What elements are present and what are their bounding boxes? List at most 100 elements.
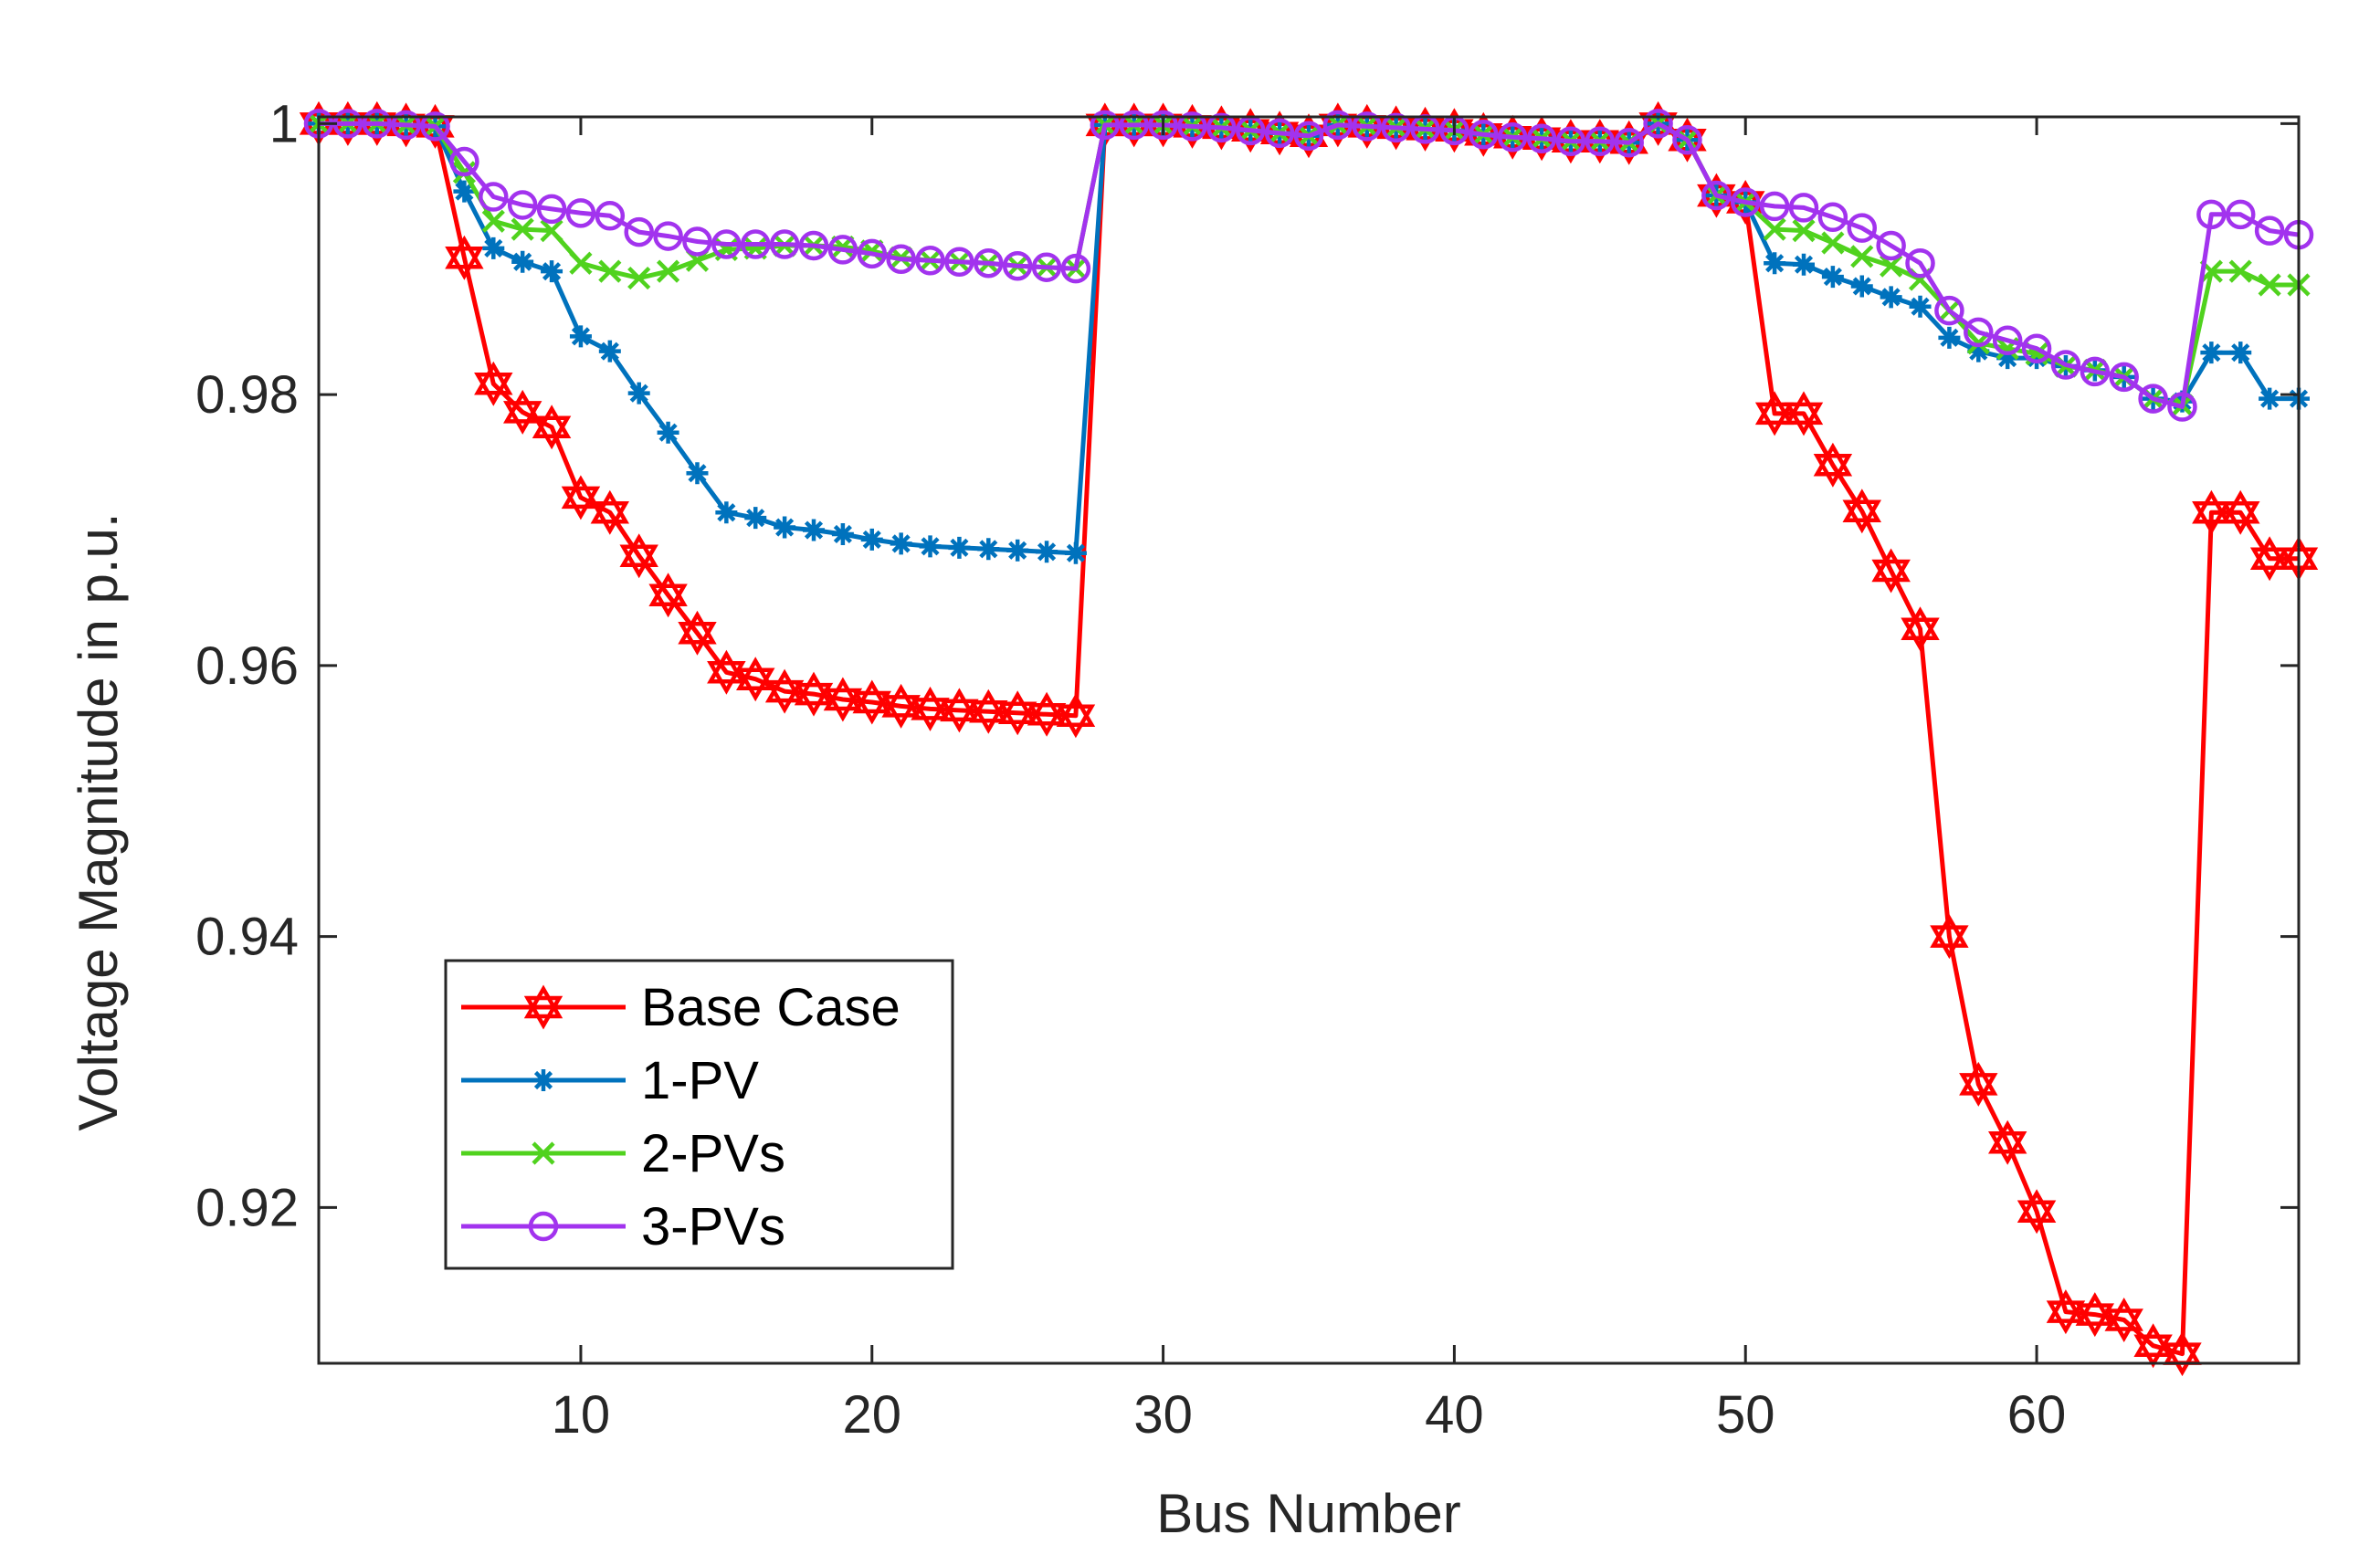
point-3-pvs-48 (1672, 124, 1702, 155)
point-1-pv-15 (715, 501, 738, 524)
legend-item-2-pvs: 2-PVs (461, 1124, 785, 1183)
point-3-pvs-63 (2109, 362, 2139, 393)
y-tick-label-0.96: 0.96 (195, 636, 299, 696)
point-base-case-15-part (707, 649, 746, 684)
series-2-pvs (307, 111, 2311, 417)
point-1-pv-56 (1909, 295, 1932, 318)
point-base-case-18-part (794, 682, 834, 717)
point-base-case-59-part (1988, 1119, 2027, 1154)
point-base-case-21 (881, 683, 921, 729)
point-base-case-17-part (764, 679, 805, 714)
point-base-case-64 (2133, 1323, 2173, 1369)
point-3-pvs-52 (1788, 193, 1819, 223)
point-base-case-60-part (2017, 1200, 2057, 1235)
point-base-case-7-part (474, 361, 513, 395)
point-base-case-55-part (1871, 548, 1911, 583)
point-base-case-53-part (1813, 454, 1853, 488)
point-1-pv-16 (744, 507, 767, 530)
point-base-case-64-part (2133, 1334, 2173, 1369)
point-3-pvs-56 (1905, 247, 1935, 279)
point-base-case-62 (2075, 1292, 2114, 1338)
point-base-case-17 (764, 668, 805, 714)
y-tick-label-0.92: 0.92 (195, 1178, 299, 1237)
point-1-pv-10 (569, 325, 592, 348)
point-base-case-22 (911, 686, 950, 731)
point-3-pvs-51 (1759, 191, 1790, 222)
point-base-case-65-part (2163, 1342, 2202, 1377)
legend-label-2-pvs: 2-PVs (641, 1124, 785, 1183)
point-base-case-52-part (1784, 402, 1824, 436)
point-3-pvs-29 (1119, 110, 1149, 141)
point-base-case-26-part (1027, 703, 1067, 737)
point-base-case-62-part (2075, 1303, 2114, 1338)
point-base-case-15-part (707, 661, 746, 695)
point-3-pvs-60 (2021, 333, 2052, 363)
point-1-pv-6 (453, 180, 476, 203)
point-base-case-20 (852, 679, 891, 725)
point-base-case-52 (1784, 391, 1824, 436)
legend-marker-3-pvs (528, 1211, 559, 1242)
point-base-case-13 (648, 573, 688, 618)
point-1-pv-24 (977, 538, 1000, 561)
point-3-pvs-27 (1060, 253, 1091, 284)
point-base-case-66 (2192, 489, 2231, 535)
point-3-pvs-16 (740, 229, 771, 259)
point-1-pv-51 (1764, 252, 1786, 275)
point-base-case-9-part (532, 415, 572, 450)
x-tick-label-30: 30 (1133, 1385, 1193, 1445)
point-3-pvs-61 (2050, 350, 2081, 380)
point-3-pvs-44 (1555, 126, 1586, 156)
point-base-case-21-part (881, 695, 921, 729)
point-1-pv-67 (2229, 342, 2252, 364)
point-2-pvs-68 (2258, 273, 2281, 297)
legend-marker-base-case (523, 984, 563, 1030)
point-base-case-51-part (1754, 402, 1795, 436)
point-2-pvs-67 (2228, 259, 2252, 283)
point-base-case-66-part (2192, 500, 2231, 535)
point-3-pvs-67 (2225, 199, 2256, 230)
legend-marker-base-case-part (523, 995, 563, 1030)
point-base-case-7 (474, 361, 513, 406)
point-base-case-57 (1930, 914, 1969, 960)
point-base-case-14-part (678, 622, 717, 656)
point-3-pvs-7 (479, 182, 509, 212)
point-1-pv-23 (948, 536, 971, 559)
point-3-pvs-38 (1381, 112, 1411, 143)
point-1-pv-27 (1064, 541, 1087, 564)
legend-label-1-pv: 1-PV (641, 1051, 759, 1110)
point-base-case-16 (736, 657, 775, 702)
point-3-pvs-36 (1322, 110, 1353, 141)
point-3-pvs-50 (1730, 187, 1761, 217)
legend: Base Case 1-PV 2-PVs 3-PVs (444, 959, 954, 1270)
x-tick-label-20: 20 (843, 1385, 902, 1445)
point-1-pv-22 (919, 535, 942, 558)
point-3-pvs-64 (2138, 384, 2168, 414)
point-1-pv-21 (890, 532, 912, 555)
point-2-pvs-7 (481, 209, 505, 233)
point-3-pvs-5 (420, 111, 450, 142)
point-3-pvs-9 (536, 194, 567, 225)
point-base-case-16-part (736, 657, 775, 690)
point-base-case-68-part (2249, 547, 2290, 582)
y-tick-label-0.98: 0.98 (195, 365, 299, 425)
point-3-pvs-22 (915, 246, 945, 276)
point-1-pv-59 (1996, 347, 2019, 370)
point-3-pvs-45 (1585, 126, 1616, 156)
point-base-case-63-part (2104, 1309, 2143, 1343)
point-base-case-15 (707, 649, 746, 695)
axes-box (317, 115, 2301, 1365)
point-base-case-6-part (445, 235, 484, 269)
point-base-case-10-part (561, 475, 601, 510)
legend-label-base-case: Base Case (641, 978, 900, 1037)
point-3-pvs-66 (2196, 199, 2227, 230)
point-3-pvs-68 (2254, 215, 2285, 246)
point-base-case-53 (1813, 442, 1853, 488)
y-tick-label-0.94: 0.94 (195, 908, 299, 967)
point-1-pv-12 (627, 382, 650, 405)
point-base-case-8-part (503, 401, 542, 435)
point-base-case-52-part (1784, 391, 1824, 426)
plot-area (299, 100, 2319, 1377)
point-3-pvs-62 (2080, 356, 2111, 387)
point-2-pvs-9 (540, 219, 563, 243)
